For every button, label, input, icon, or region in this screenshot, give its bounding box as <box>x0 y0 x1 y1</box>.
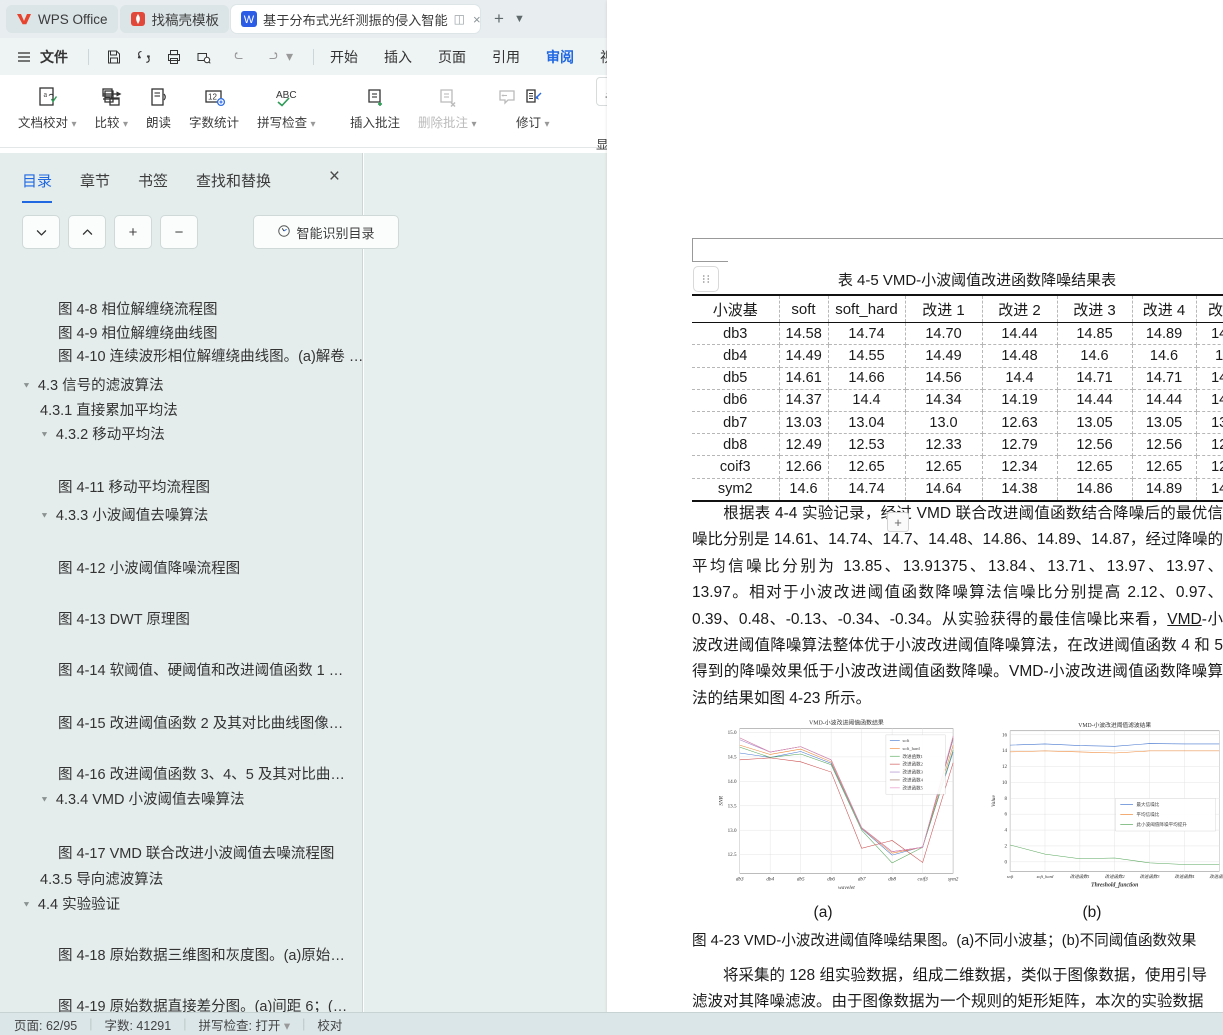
svg-text:Threshold_function: Threshold_function <box>1091 883 1138 889</box>
svg-text:db8: db8 <box>888 876 896 882</box>
svg-text:改进函数4: 改进函数4 <box>1175 874 1196 879</box>
svg-text:soft_hard: soft_hard <box>903 746 921 751</box>
svg-text:改进函数3: 改进函数3 <box>903 769 924 776</box>
svg-text:ABC: ABC <box>276 90 297 101</box>
svg-text:soft: soft <box>1007 874 1014 879</box>
svg-text:db6: db6 <box>827 876 835 882</box>
svg-text:4: 4 <box>1005 829 1008 834</box>
svg-text:soft: soft <box>903 738 911 743</box>
svg-text:改进函数3: 改进函数3 <box>1140 874 1161 879</box>
svg-text:改进函数1: 改进函数1 <box>903 753 923 760</box>
svg-text:平均信噪比: 平均信噪比 <box>1136 811 1159 818</box>
svg-text:wavelet: wavelet <box>838 885 855 891</box>
svg-text:db3: db3 <box>736 876 744 882</box>
svg-text:13.5: 13.5 <box>728 803 737 809</box>
svg-text:12: 12 <box>1002 765 1007 770</box>
svg-text:14.0: 14.0 <box>728 779 737 785</box>
svg-text:8: 8 <box>1005 797 1008 802</box>
svg-text:2: 2 <box>1005 844 1008 849</box>
svg-text:改进函数1: 改进函数1 <box>1070 874 1090 879</box>
svg-text:16: 16 <box>1002 733 1007 738</box>
svg-text:SNR: SNR <box>718 795 724 805</box>
svg-text:soft_hard: soft_hard <box>1037 874 1055 879</box>
svg-text:db5: db5 <box>797 876 805 882</box>
svg-text:a: a <box>44 90 48 99</box>
svg-text:Value: Value <box>991 795 997 808</box>
svg-text:10: 10 <box>1002 781 1007 786</box>
svg-text:sym2: sym2 <box>948 876 959 882</box>
svg-text:14: 14 <box>1002 749 1007 754</box>
svg-text:改进函数5: 改进函数5 <box>1209 874 1223 879</box>
svg-text:改进函数5: 改进函数5 <box>903 784 924 791</box>
svg-text:改进函数2: 改进函数2 <box>1105 874 1126 879</box>
svg-text:改进函数2: 改进函数2 <box>903 761 924 768</box>
svg-text:0: 0 <box>1005 860 1008 865</box>
svg-text:W: W <box>244 14 255 26</box>
svg-text:15.0: 15.0 <box>728 730 737 736</box>
svg-text:此小波阈值降噪平均提升: 此小波阈值降噪平均提升 <box>1136 821 1187 828</box>
svg-text:coif3: coif3 <box>918 875 929 882</box>
svg-text:改进函数4: 改进函数4 <box>903 777 924 784</box>
svg-text:12: 12 <box>208 93 217 102</box>
svg-text:最大信噪比: 最大信噪比 <box>1136 801 1159 808</box>
svg-text:6: 6 <box>1005 813 1008 818</box>
svg-text:12.5: 12.5 <box>728 852 737 858</box>
svg-text:14.5: 14.5 <box>728 754 737 760</box>
svg-text:VMD-小波改进阈值滤波结果: VMD-小波改进阈值滤波结果 <box>1078 721 1151 729</box>
svg-text:db7: db7 <box>858 876 866 882</box>
svg-text:db4: db4 <box>766 876 774 882</box>
svg-text:VMD-小波改进阈值函数结果: VMD-小波改进阈值函数结果 <box>809 719 884 727</box>
svg-text:13.0: 13.0 <box>728 828 737 834</box>
